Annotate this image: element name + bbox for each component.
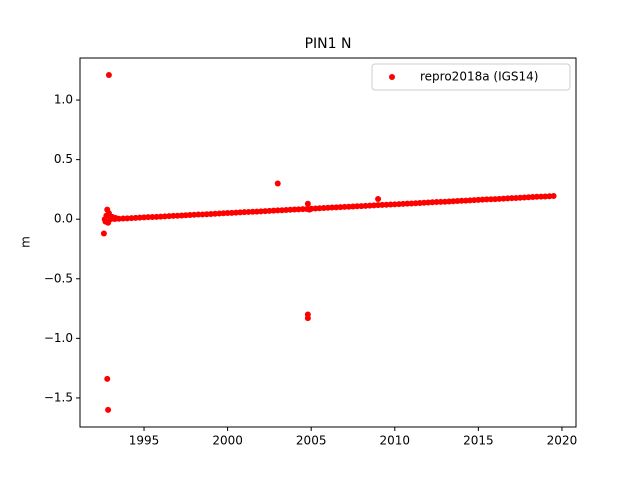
x-tick-label: 2005 [296,434,327,448]
legend-label: repro2018a (IGS14) [420,70,538,84]
axes-frame [79,57,577,428]
x-tick-label: 2020 [547,434,578,448]
data-point [550,192,557,199]
y-axis-label: m [19,236,33,248]
data-point [538,193,545,200]
y-tick-label: −1.5 [44,390,73,404]
data-point [329,204,336,211]
data-point [274,207,281,214]
legend-marker [389,74,395,80]
y-tick-label: −1.0 [44,331,73,345]
data-point [304,315,311,322]
y-tick-label: −0.5 [44,271,73,285]
data-point [306,206,313,213]
data-point [375,195,382,202]
plot-area [100,72,557,413]
y-tick-label: 0.5 [54,152,73,166]
data-point [105,219,112,226]
data-point [120,215,127,222]
data-point [249,208,256,215]
data-point [170,212,177,219]
data-point [112,215,119,222]
data-point [458,197,465,204]
data-point [104,375,111,382]
legend-box [371,63,571,91]
chart-title: PIN1 N [305,36,352,52]
data-point [105,406,112,413]
data-point [224,210,231,217]
data-point [299,206,306,213]
y-tick-label: 1.0 [54,93,73,107]
x-tick-label: 1995 [129,434,160,448]
x-tick-label: 2010 [380,434,411,448]
data-point [304,200,311,207]
data-point [433,199,440,206]
data-point [508,195,515,202]
x-tick-label: 2015 [463,434,494,448]
data-point [354,203,361,210]
y-tick-label: 0.0 [54,212,73,226]
x-tick-label: 2000 [212,434,243,448]
data-point [404,200,411,207]
data-point [483,196,490,203]
data-point [379,201,386,208]
data-point [274,180,281,187]
data-point [100,230,107,237]
data-point [195,211,202,218]
data-point [145,214,152,221]
data-point [105,72,112,79]
